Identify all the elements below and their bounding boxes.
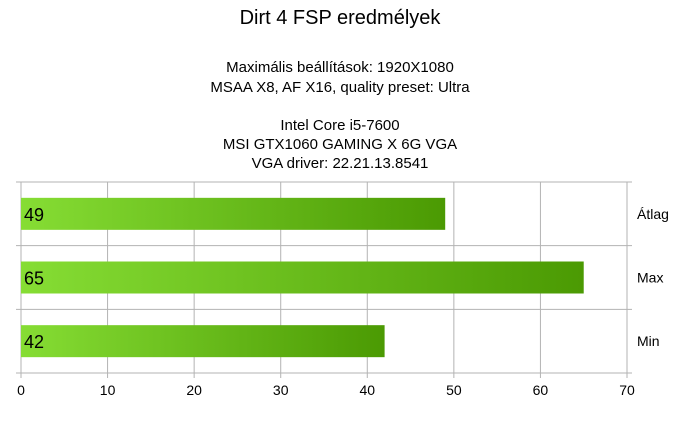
subtitle-line-2: MSAA X8, AF X16, quality preset: Ultra — [210, 79, 470, 96]
bar — [21, 261, 584, 294]
x-tick-label: 40 — [359, 382, 375, 398]
category-label: Átlag — [637, 206, 669, 222]
data-label: 65 — [24, 269, 44, 289]
data-label: 42 — [24, 332, 44, 352]
bar — [21, 325, 385, 358]
x-tick-label: 70 — [619, 382, 635, 398]
x-tick-label: 10 — [100, 382, 116, 398]
category-label: Max — [637, 270, 663, 286]
x-tick-label: 30 — [273, 382, 289, 398]
category-label: Min — [637, 333, 660, 349]
bar — [21, 197, 446, 230]
subtitle-line-1: Maximális beállítások: 1920X1080 — [226, 59, 454, 76]
x-tick-label: 0 — [17, 382, 25, 398]
x-tick-label: 50 — [446, 382, 462, 398]
data-label: 49 — [24, 205, 44, 225]
subtitle-line-6: VGA driver: 22.21.13.8541 — [251, 155, 429, 172]
chart-title: Dirt 4 FSP eredmélyek — [239, 7, 441, 29]
subtitle-line-4: Intel Core i5-7600 — [280, 117, 400, 134]
x-tick-label: 20 — [186, 382, 202, 398]
subtitle-line-5: MSI GTX1060 GAMING X 6G VGA — [222, 136, 458, 153]
x-tick-label: 60 — [533, 382, 549, 398]
